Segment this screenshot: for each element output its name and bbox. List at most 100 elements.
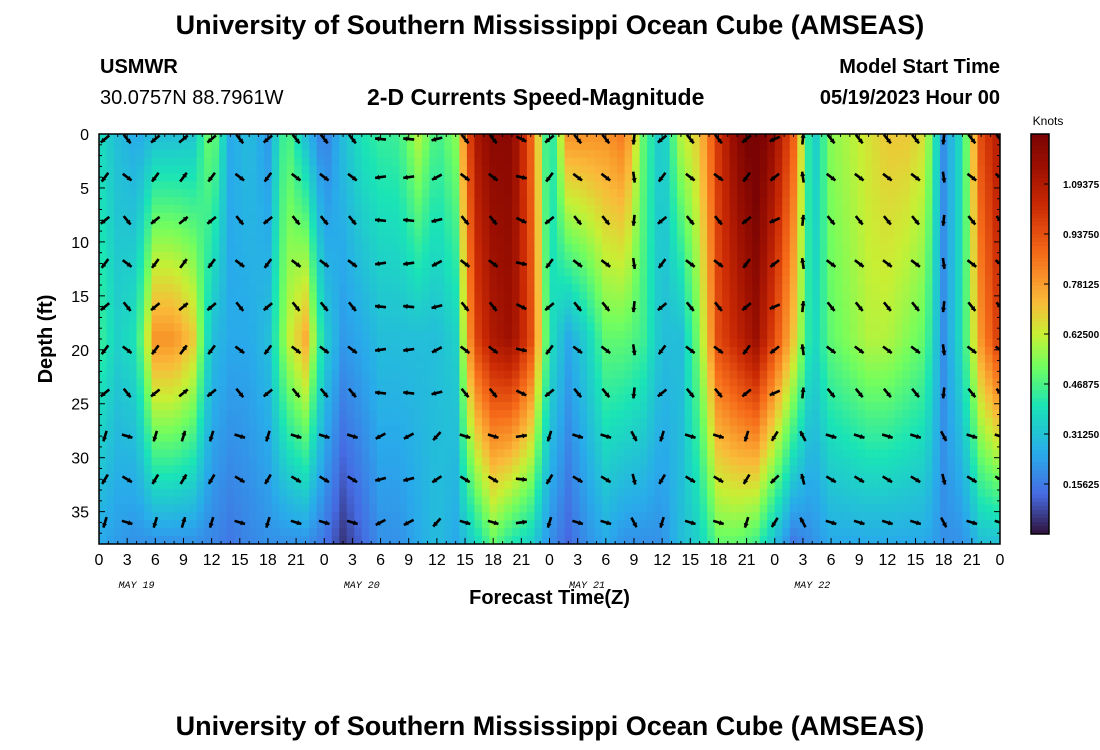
heatmap-cell — [211, 370, 220, 380]
heatmap-cell — [714, 480, 723, 490]
heatmap-cell — [729, 473, 738, 482]
heatmap-cell — [617, 354, 626, 364]
heatmap-cell — [241, 425, 250, 435]
heatmap-cell — [429, 165, 438, 175]
heatmap-cell — [324, 220, 333, 230]
heatmap-cell — [339, 275, 348, 285]
heatmap-cell — [444, 181, 453, 190]
heatmap-cell — [339, 339, 348, 348]
heatmap-cell — [594, 204, 603, 214]
heatmap-cell — [354, 354, 363, 364]
heatmap-cell — [151, 394, 160, 403]
heatmap-cell — [414, 315, 423, 324]
heatmap-cell — [406, 512, 415, 521]
heatmap-cell — [226, 417, 235, 427]
heatmap-cell — [279, 173, 288, 182]
heatmap-cell — [219, 520, 228, 529]
heatmap-cell — [429, 402, 438, 411]
heatmap-cell — [354, 165, 363, 175]
heatmap-cell — [339, 378, 348, 387]
heatmap-cell — [204, 291, 213, 301]
heatmap-cell — [136, 149, 145, 159]
heatmap-cell — [114, 307, 123, 316]
heatmap-cell — [204, 536, 213, 544]
heatmap-cell — [406, 141, 415, 151]
heatmap-cell — [189, 149, 198, 159]
heatmap-cell — [744, 220, 753, 230]
heatmap-cell — [256, 212, 265, 222]
heatmap-cell — [369, 220, 378, 230]
heatmap-cell — [451, 488, 460, 498]
heatmap-cell — [474, 244, 483, 253]
heatmap-cell — [759, 409, 768, 419]
heatmap-cell — [729, 275, 738, 285]
heatmap-cell — [564, 283, 573, 293]
heatmap-cell — [774, 260, 783, 269]
heatmap-cell — [256, 370, 265, 380]
heatmap-cell — [204, 173, 213, 182]
heatmap-cell — [444, 457, 453, 466]
heatmap-cell — [301, 204, 310, 214]
heatmap-cell — [481, 386, 491, 395]
heatmap-cell — [541, 141, 551, 151]
heatmap-cell — [767, 362, 776, 372]
heatmap-cell — [436, 346, 445, 356]
heatmap-cell — [309, 441, 318, 450]
heatmap-cell — [354, 307, 363, 316]
heatmap-cell — [489, 520, 498, 529]
heatmap-cell — [339, 488, 348, 498]
heatmap-cell — [609, 370, 618, 380]
heatmap-cell — [361, 409, 370, 419]
heatmap-cell — [211, 433, 220, 443]
heatmap-cell — [722, 236, 731, 245]
heatmap-cell — [129, 331, 138, 340]
heatmap-cell — [714, 228, 723, 238]
heatmap-cell — [669, 228, 678, 238]
heatmap-cell — [264, 291, 273, 301]
heatmap-cell — [677, 260, 686, 269]
heatmap-cell — [219, 189, 228, 198]
heatmap-cell — [339, 291, 348, 301]
heatmap-cell — [181, 402, 190, 411]
heatmap-cell — [174, 260, 183, 269]
heatmap-cell — [181, 165, 190, 175]
heatmap-cell — [466, 228, 476, 238]
heatmap-cell — [331, 212, 340, 222]
heatmap-cell — [699, 378, 708, 387]
heatmap-cell — [421, 370, 430, 380]
heatmap-cell — [572, 512, 581, 521]
heatmap-cell — [286, 260, 295, 269]
heatmap-cell — [106, 465, 115, 474]
heatmap-cell — [196, 236, 205, 245]
heatmap-cell — [572, 465, 581, 474]
heatmap-cell — [301, 528, 310, 537]
heatmap-cell — [572, 402, 581, 411]
heatmap-cell — [489, 370, 498, 380]
heatmap-cell — [384, 220, 393, 230]
heatmap-cell — [647, 386, 656, 395]
heatmap-cell — [752, 244, 761, 253]
heatmap-cell — [174, 141, 183, 151]
heatmap-cell — [564, 157, 573, 167]
heatmap-cell — [136, 512, 145, 521]
heatmap-cell — [774, 441, 783, 450]
heatmap-cell — [624, 394, 633, 403]
heatmap-cell — [541, 441, 551, 450]
heatmap-cell — [106, 197, 115, 206]
heatmap-cell — [264, 165, 273, 175]
heatmap-cell — [789, 260, 798, 269]
heatmap-cell — [526, 181, 536, 190]
heatmap-cell — [789, 291, 798, 301]
heatmap-cell — [249, 386, 258, 395]
heatmap-cell — [309, 149, 318, 159]
heatmap-cell — [692, 204, 701, 214]
heatmap-cell — [331, 417, 340, 427]
heatmap-cell — [99, 362, 108, 372]
heatmap-cell — [737, 173, 746, 182]
heatmap-cell — [144, 528, 153, 537]
heatmap-cell — [714, 204, 723, 214]
heatmap-cell — [647, 204, 656, 214]
heatmap-cell — [541, 480, 551, 490]
heatmap-cell — [271, 402, 280, 411]
heatmap-cell — [249, 157, 258, 167]
